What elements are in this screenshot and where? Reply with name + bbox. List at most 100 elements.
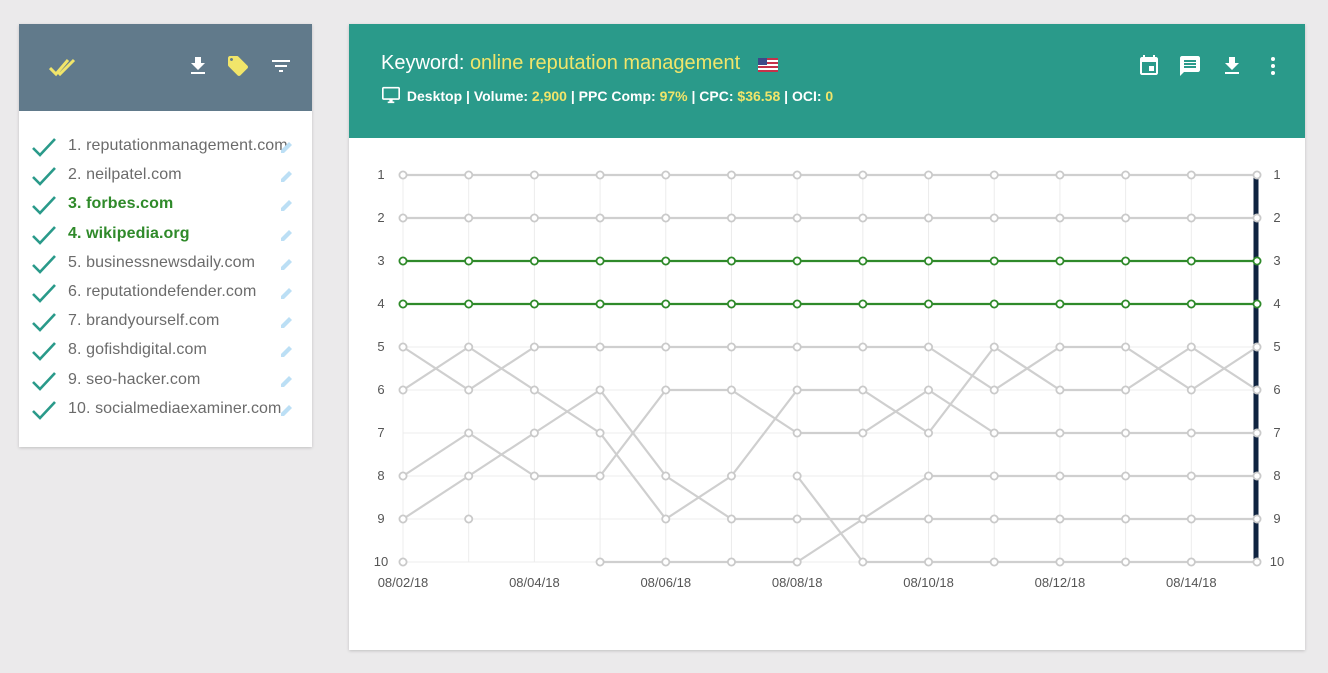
edit-icon[interactable] (280, 198, 294, 212)
check-icon[interactable] (31, 252, 57, 276)
data-point (661, 170, 671, 180)
edit-icon[interactable] (280, 374, 294, 388)
y-tick-label: 7 (377, 425, 384, 440)
data-point (1121, 471, 1131, 481)
data-point (1121, 170, 1131, 180)
data-point (1055, 213, 1065, 223)
data-point (398, 557, 408, 567)
data-point (792, 170, 802, 180)
data-point (1252, 471, 1262, 481)
list-item[interactable]: 1. reputationmanagement.com (19, 132, 312, 161)
edit-icon[interactable] (280, 315, 294, 329)
data-point (398, 299, 408, 309)
data-point (858, 557, 868, 567)
double-check-icon[interactable] (48, 54, 76, 80)
more-vert-icon[interactable] (1261, 54, 1285, 78)
edit-icon[interactable] (280, 403, 294, 417)
check-icon[interactable] (31, 310, 57, 334)
data-point (989, 342, 999, 352)
site-label[interactable]: 6. reputationdefender.com (68, 282, 257, 300)
edit-icon[interactable] (280, 140, 294, 154)
site-label[interactable]: 1. reputationmanagement.com (68, 137, 288, 154)
keyword-value: online reputation management (469, 52, 741, 74)
list-item[interactable]: 10. socialmediaexaminer.com (19, 395, 312, 424)
edit-icon[interactable] (280, 169, 294, 183)
data-point (1186, 385, 1196, 395)
volume-label: Volume: (473, 88, 529, 104)
tag-icon[interactable] (226, 54, 252, 80)
data-point (595, 557, 605, 567)
list-item[interactable]: 8. gofishdigital.com (19, 336, 312, 365)
data-point (1186, 514, 1196, 524)
y-tick-label: 5 (1273, 339, 1280, 354)
data-point (858, 342, 868, 352)
data-point (1186, 557, 1196, 567)
data-point (398, 213, 408, 223)
site-label[interactable]: 9. seo-hacker.com (68, 370, 201, 388)
edit-icon[interactable] (280, 286, 294, 300)
download-icon[interactable] (1220, 54, 1244, 78)
data-point (726, 557, 736, 567)
data-point (398, 170, 408, 180)
data-point (858, 385, 868, 395)
data-point (989, 256, 999, 266)
data-point (595, 213, 605, 223)
data-point (726, 256, 736, 266)
check-icon[interactable] (31, 164, 57, 188)
x-tick-label: 08/06/18 (640, 575, 691, 590)
edit-icon[interactable] (280, 257, 294, 271)
data-point (661, 471, 671, 481)
site-label[interactable]: 2. neilpatel.com (68, 166, 182, 184)
y-tick-label: 2 (1273, 210, 1280, 225)
check-icon[interactable] (31, 193, 57, 217)
y-tick-label: 6 (1273, 382, 1280, 397)
site-label[interactable]: 7. brandyourself.com (68, 312, 220, 330)
ppc-value: 97% (659, 88, 688, 104)
calendar-icon[interactable] (1137, 54, 1161, 78)
list-item[interactable]: 4. wikipedia.org (19, 220, 312, 249)
check-icon[interactable] (31, 223, 57, 247)
comment-icon[interactable] (1178, 54, 1202, 78)
oci-value: 0 (825, 88, 834, 104)
rank-tracking-chart: 1 1 2 2 3 3 4 4 5 5 6 6 7 7 8 8 9 9 10 10 08/02/18 08/04/18 08… (374, 167, 1284, 590)
data-point (1186, 342, 1196, 352)
site-label[interactable]: 8. gofishdigital.com (68, 341, 207, 359)
site-label[interactable]: 5. businessnewsdaily.com (68, 253, 256, 271)
site-label[interactable]: 3. forbes.com (68, 195, 174, 213)
data-point (1252, 428, 1262, 438)
list-item[interactable]: 6. reputationdefender.com (19, 278, 312, 307)
data-point (464, 385, 474, 395)
device-label: Desktop (406, 88, 463, 104)
check-icon[interactable] (31, 398, 57, 422)
check-icon[interactable] (31, 369, 57, 393)
list-item[interactable]: 7. brandyourself.com (19, 307, 312, 336)
data-point (726, 471, 736, 481)
data-point (464, 471, 474, 481)
data-point (1252, 385, 1262, 395)
y-tick-label: 5 (377, 339, 384, 354)
list-item[interactable]: 2. neilpatel.com (19, 161, 312, 190)
data-point (989, 514, 999, 524)
download-icon[interactable] (186, 54, 212, 80)
list-item[interactable]: 9. seo-hacker.com (19, 366, 312, 395)
list-item[interactable]: 3. forbes.com (19, 190, 312, 219)
series-line (402, 388, 1257, 521)
check-icon[interactable] (31, 135, 57, 159)
y-tick-label: 9 (377, 511, 384, 526)
check-icon[interactable] (31, 339, 57, 363)
edit-icon[interactable] (280, 228, 294, 242)
data-point (1055, 299, 1065, 309)
y-tick-label: 8 (377, 468, 384, 483)
data-point (529, 256, 539, 266)
volume-value: 2,900 (531, 88, 567, 104)
site-label[interactable]: 10. socialmediaexaminer.com (68, 399, 282, 417)
list-item[interactable]: 5. businessnewsdaily.com (19, 249, 312, 278)
filter-icon[interactable] (269, 54, 295, 80)
site-label[interactable]: 4. wikipedia.org (68, 224, 190, 242)
data-point (1186, 213, 1196, 223)
check-icon[interactable] (31, 281, 57, 305)
data-point (792, 514, 802, 524)
ppc-label: PPC Comp: (578, 88, 656, 104)
data-point (1186, 471, 1196, 481)
edit-icon[interactable] (280, 344, 294, 358)
